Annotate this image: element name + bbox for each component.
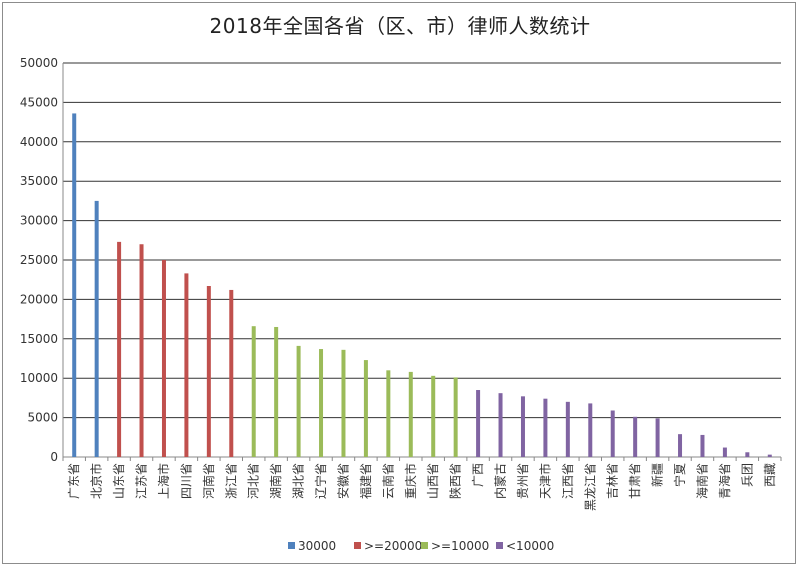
bar	[700, 434, 705, 457]
x-category-label: 陕西省	[448, 463, 463, 499]
bar	[610, 410, 615, 457]
y-tick-label: 45000	[20, 95, 58, 109]
bar	[722, 447, 727, 457]
x-category-label: 山东省	[112, 463, 126, 499]
bar	[363, 360, 368, 457]
x-category-label: 辽宁省	[313, 463, 328, 499]
bars	[72, 113, 772, 457]
y-tick-label: 10000	[20, 371, 58, 385]
x-category-label: 海南省	[694, 463, 709, 499]
legend-label: <10000	[506, 539, 554, 553]
legend-swatch	[288, 542, 295, 549]
legend-label: >=10000	[431, 539, 489, 553]
bar	[408, 371, 413, 457]
bar	[229, 289, 234, 457]
x-category-label: 吉林省	[606, 463, 620, 499]
bar	[184, 273, 189, 457]
x-category-label: 安徽省	[335, 463, 350, 499]
legend-swatch	[354, 542, 361, 549]
x-category-label: 云南省	[380, 463, 395, 499]
bar	[767, 454, 772, 457]
bar	[296, 345, 301, 457]
legend-swatch	[421, 542, 428, 549]
x-category-label: 西藏	[763, 463, 777, 487]
chart-title: 2018年全国各省（区、市）律师人数统计	[209, 14, 591, 38]
bar	[745, 452, 750, 457]
x-category-label: 湖南省	[268, 463, 283, 499]
legend-label: >=20000	[364, 539, 422, 553]
y-tick-label: 0	[50, 450, 58, 464]
bar	[161, 260, 166, 457]
bar	[543, 398, 548, 457]
bar	[251, 326, 256, 457]
x-category-label: 湖北省	[291, 463, 306, 499]
bar	[633, 416, 638, 457]
bar	[565, 401, 570, 457]
x-category-label: 河北省	[247, 463, 261, 499]
x-category-label: 甘肃省	[628, 463, 642, 499]
x-category-label: 山西省	[426, 463, 440, 499]
x-category-label: 贵州省	[516, 463, 530, 499]
legend-swatch	[496, 542, 503, 549]
bar	[94, 200, 99, 457]
x-category-label: 福建省	[358, 463, 373, 499]
y-tick-label: 40000	[20, 135, 58, 149]
x-axis: 广东省 北京市 山东省 江苏省 上海市 四川省 河南省 浙江省 河北省 湖南省 湖北省 辽宁省 安徽省福…	[62, 457, 782, 511]
x-category-label: 北京市	[89, 463, 104, 499]
x-category-label: 宁夏	[672, 463, 687, 487]
bar	[520, 396, 525, 457]
y-tick-label: 15000	[20, 332, 58, 346]
y-tick-label: 30000	[20, 214, 58, 228]
gridlines	[63, 62, 781, 458]
x-category-label: 黑龙江省	[583, 463, 597, 511]
x-category-label: 天津市	[537, 463, 552, 499]
x-category-label: 新疆	[650, 463, 665, 487]
bar	[453, 377, 458, 457]
x-category-label: 重庆市	[403, 463, 418, 499]
x-category-label: 浙江省	[224, 463, 238, 499]
y-tick-label: 20000	[20, 292, 58, 306]
y-tick-label: 50000	[20, 56, 58, 70]
bar	[274, 326, 279, 457]
x-category-label: 江苏省	[135, 463, 149, 499]
x-category-label: 河南省	[201, 463, 216, 499]
x-category-label: 兵团	[740, 463, 754, 487]
bar	[206, 286, 211, 457]
y-tick-label: 35000	[20, 174, 58, 188]
bar	[655, 418, 660, 457]
y-tick-label: 5000	[27, 411, 58, 425]
bar	[498, 393, 503, 457]
x-category-label: 江西省	[561, 463, 575, 499]
x-category-label: 上海市	[156, 463, 171, 499]
x-category-label: 内蒙古	[493, 463, 508, 499]
x-category-label: 广西	[471, 463, 485, 487]
bar	[341, 349, 346, 457]
bar	[386, 370, 391, 457]
bar	[319, 349, 324, 457]
x-category-label: 青海省	[717, 463, 732, 499]
bar	[476, 390, 481, 457]
legend: 30000 >=20000 >=10000 <10000	[288, 539, 554, 553]
bar	[431, 375, 436, 457]
x-category-label: 广东省	[67, 463, 81, 499]
bar	[72, 113, 77, 457]
legend-label: 30000	[298, 539, 336, 553]
x-category-label: 四川省	[179, 463, 193, 499]
bar	[139, 244, 144, 457]
bar	[117, 241, 122, 457]
y-tick-label: 25000	[20, 253, 58, 267]
bar	[678, 434, 683, 457]
bar	[588, 403, 593, 457]
y-axis: 0 5000 10000 15000 20000 25000 30000 35000 40000…	[20, 56, 64, 464]
